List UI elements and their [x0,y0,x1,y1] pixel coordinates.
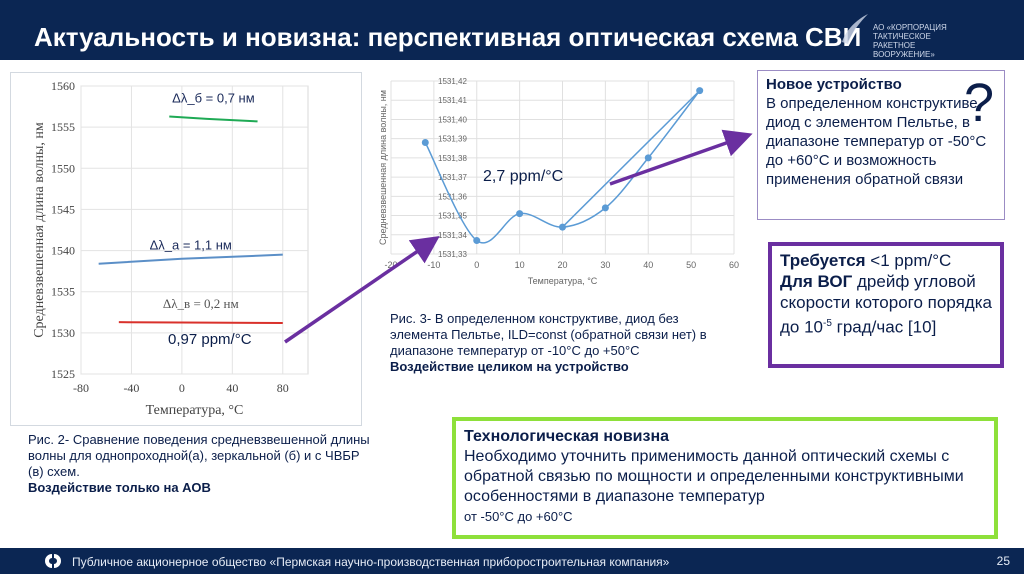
x-tick-label: 0 [474,260,479,270]
data-point [559,223,566,231]
new-device-body: В определенном конструктиве, диод с элем… [766,95,987,188]
slide-header: Актуальность и новизна: перспективная оп… [0,0,1024,60]
caption-fig3-bold: Воздействие целиком на устройство [390,359,629,374]
x-tick-label: 40 [226,381,238,395]
caption-fig2-bold: Воздействие только на АОВ [28,480,211,495]
series-label: Δλ_в = 0,2 нм [163,296,239,311]
novelty-heading: Технологическая новизна [464,428,670,445]
x-tick-label: 20 [557,260,567,270]
x-tick-label: 40 [643,260,653,270]
x-axis-label: Температура, °С [528,276,598,286]
x-axis-label: Температура, °С [146,403,244,418]
company-logo: АО «КОРПОРАЦИЯ ТАКТИЧЕСКОЕ РАКЕТНОЕ ВООР… [838,14,978,59]
y-tick-label: 1555 [51,120,75,134]
y-tick-label: 1531,33 [438,250,467,259]
y-tick-label: 1531,37 [438,173,467,182]
y-tick-label: 1531,36 [438,192,467,201]
novelty-tail: от -50°С до +60°С [464,509,573,524]
x-tick-label: -20 [384,260,397,270]
req-text-1: <1 ppm/°C [865,251,952,270]
y-tick-label: 1531,35 [438,212,467,221]
req-exponent: -5 [823,318,832,329]
chart-fig2-svg: 1525 1530 1535 1540 1545 1550 1555 1560 -80 -40 0 4… [32,79,309,418]
req-bold-2: Для ВОГ [780,272,853,291]
data-point [421,139,429,147]
new-device-box: Новое устройство В определенном конструк… [757,70,1005,220]
data-point [516,210,524,218]
logo-swoosh-icon [842,14,868,44]
novelty-box: Технологическая новизна Необходимо уточн… [452,417,998,539]
y-tick-label: 1550 [51,161,75,175]
req-text-3: град/час [10] [831,317,937,337]
y-tick-label: 1545 [51,202,75,216]
company-emblem-icon [45,554,61,568]
new-device-heading: Новое устройство [766,76,902,93]
ppm-annotation-1: 0,97 ppm/°C [168,331,252,348]
ppm-annotation-2: 2,7 ppm/°C [483,168,564,185]
data-point [601,204,609,212]
y-tick-label: 1531,41 [438,96,467,105]
y-tick-label: 1531,40 [438,115,467,124]
x-tick-label: -40 [123,381,139,395]
x-tick-label: 60 [729,260,739,270]
y-tick-label: 1560 [51,79,75,93]
y-tick-label: 1535 [51,285,75,299]
req-text-2: дрейф угловой скорости которого порядка … [780,272,992,337]
series-label: Δλ_а = 1,1 нм [150,238,232,253]
y-tick-label: 1531,42 [438,77,467,86]
series-line [169,115,258,123]
requirement-box: Требуется <1 ppm/°C Для ВОГ дрейф углово… [768,242,1004,368]
data-point [644,154,652,162]
y-tick-label: 1525 [51,367,75,381]
y-axis-label: Средневзвешенная длина волны, нм [378,90,388,245]
y-tick-label: 1531,39 [438,135,467,144]
x-tick-label: -10 [427,260,440,270]
caption-fig3: Рис. 3- В определенном конструктиве, дио… [390,311,735,375]
y-tick-label: 1530 [51,326,75,340]
x-tick-label: -80 [73,381,89,395]
logo-text: АО «КОРПОРАЦИЯ ТАКТИЧЕСКОЕ РАКЕТНОЕ ВООР… [873,23,947,59]
x-tick-label: 0 [179,381,185,395]
novelty-body: Необходимо уточнить применимость данной … [464,448,964,505]
data-point [473,237,481,245]
caption-fig2: Рис. 2- Сравнение поведения средневзвеше… [28,432,378,496]
chart-fig2: 1525 1530 1535 1540 1545 1550 1555 1560 -80 -40 0 4… [10,72,362,426]
slide-footer: Публичное акционерное общество «Пермская… [0,548,1024,574]
caption-fig3-text: Рис. 3- В определенном конструктиве, дио… [390,311,707,358]
y-tick-label: 1531,38 [438,154,467,163]
y-axis-label: Средневзвешенная длина волны, нм [32,122,47,338]
slide-title: Актуальность и новизна: перспективная оп… [34,22,862,52]
x-tick-label: 50 [686,260,696,270]
series-label: Δλ_б = 0,7 нм [172,90,255,105]
data-point [696,87,704,95]
series-line [118,321,283,324]
page-number: 25 [996,554,1010,568]
footer-company-name: Публичное акционерное общество «Пермская… [72,555,670,569]
series-line [98,253,283,265]
series-return-line [561,90,701,228]
question-mark: ? [963,73,994,133]
x-tick-label: 10 [515,260,525,270]
y-tick-label: 1531,34 [438,231,467,240]
req-bold-1: Требуется [780,251,866,270]
y-tick-label: 1540 [51,244,75,258]
x-tick-label: 80 [277,381,289,395]
caption-fig2-text: Рис. 2- Сравнение поведения средневзвеше… [28,432,370,479]
x-tick-label: 30 [600,260,610,270]
